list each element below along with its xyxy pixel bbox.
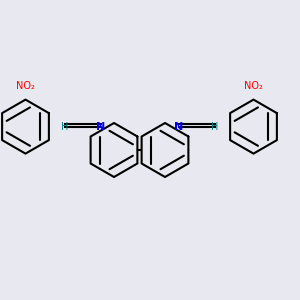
Text: N: N bbox=[174, 122, 183, 132]
Text: NO₂: NO₂ bbox=[16, 81, 35, 91]
Text: H: H bbox=[61, 122, 68, 132]
Text: H: H bbox=[211, 122, 218, 132]
Text: NO₂: NO₂ bbox=[244, 81, 263, 91]
Text: N: N bbox=[96, 122, 105, 132]
